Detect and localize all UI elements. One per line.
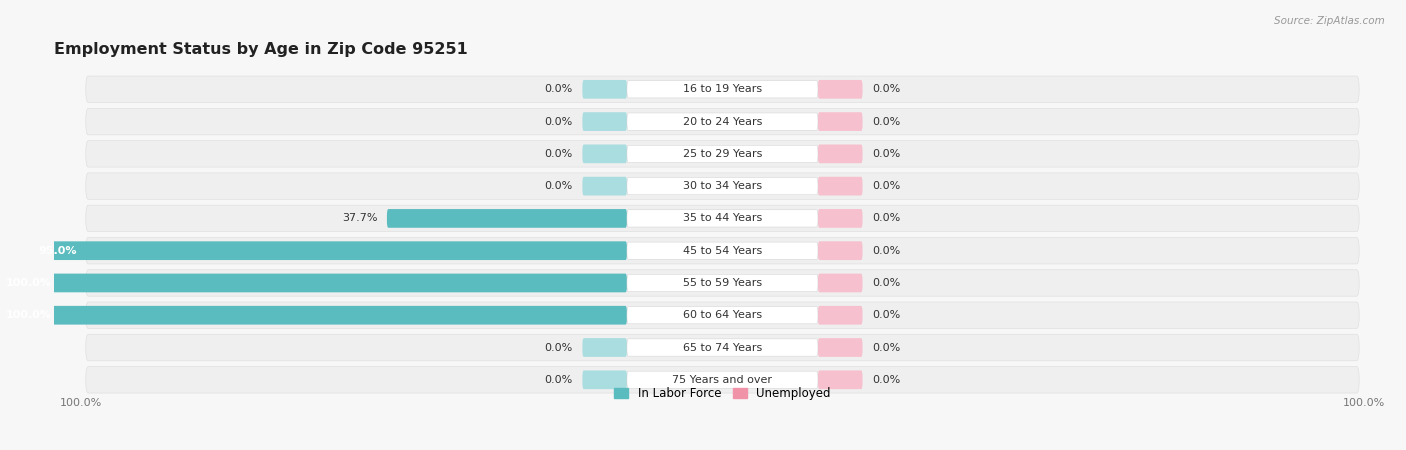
Text: Employment Status by Age in Zip Code 95251: Employment Status by Age in Zip Code 952…	[53, 42, 468, 57]
FancyBboxPatch shape	[86, 173, 1360, 199]
Text: Source: ZipAtlas.com: Source: ZipAtlas.com	[1274, 16, 1385, 26]
FancyBboxPatch shape	[818, 209, 862, 228]
FancyBboxPatch shape	[86, 238, 1360, 264]
Text: 0.0%: 0.0%	[872, 342, 900, 352]
Text: 35 to 44 Years: 35 to 44 Years	[683, 213, 762, 223]
FancyBboxPatch shape	[582, 112, 627, 131]
FancyBboxPatch shape	[818, 241, 862, 260]
FancyBboxPatch shape	[86, 141, 1360, 167]
FancyBboxPatch shape	[86, 205, 1360, 232]
FancyBboxPatch shape	[582, 177, 627, 195]
Text: 0.0%: 0.0%	[872, 310, 900, 320]
Text: 65 to 74 Years: 65 to 74 Years	[683, 342, 762, 352]
FancyBboxPatch shape	[818, 306, 862, 324]
FancyBboxPatch shape	[86, 270, 1360, 296]
FancyBboxPatch shape	[818, 370, 862, 389]
Text: 100.0%: 100.0%	[6, 310, 52, 320]
Text: 0.0%: 0.0%	[544, 181, 572, 191]
Text: 100.0%: 100.0%	[60, 398, 103, 408]
FancyBboxPatch shape	[0, 274, 627, 292]
FancyBboxPatch shape	[582, 144, 627, 163]
Text: 0.0%: 0.0%	[872, 181, 900, 191]
Text: 30 to 34 Years: 30 to 34 Years	[683, 181, 762, 191]
FancyBboxPatch shape	[582, 370, 627, 389]
Text: 0.0%: 0.0%	[872, 149, 900, 159]
Text: 55 to 59 Years: 55 to 59 Years	[683, 278, 762, 288]
Text: 0.0%: 0.0%	[872, 278, 900, 288]
Text: 0.0%: 0.0%	[872, 375, 900, 385]
Text: 100.0%: 100.0%	[1343, 398, 1385, 408]
FancyBboxPatch shape	[627, 306, 818, 324]
FancyBboxPatch shape	[387, 209, 627, 228]
Text: 0.0%: 0.0%	[544, 84, 572, 94]
FancyBboxPatch shape	[818, 80, 862, 99]
FancyBboxPatch shape	[627, 371, 818, 388]
FancyBboxPatch shape	[86, 76, 1360, 103]
Text: 25 to 29 Years: 25 to 29 Years	[683, 149, 762, 159]
FancyBboxPatch shape	[582, 80, 627, 99]
Text: 0.0%: 0.0%	[544, 149, 572, 159]
Text: 0.0%: 0.0%	[872, 246, 900, 256]
FancyBboxPatch shape	[86, 302, 1360, 328]
FancyBboxPatch shape	[818, 177, 862, 195]
FancyBboxPatch shape	[0, 306, 627, 324]
FancyBboxPatch shape	[818, 112, 862, 131]
FancyBboxPatch shape	[818, 338, 862, 357]
FancyBboxPatch shape	[627, 274, 818, 292]
Text: 37.7%: 37.7%	[342, 213, 377, 223]
FancyBboxPatch shape	[22, 241, 627, 260]
Text: 100.0%: 100.0%	[6, 278, 52, 288]
FancyBboxPatch shape	[818, 274, 862, 292]
Legend: In Labor Force, Unemployed: In Labor Force, Unemployed	[614, 387, 831, 400]
Text: 45 to 54 Years: 45 to 54 Years	[683, 246, 762, 256]
FancyBboxPatch shape	[582, 338, 627, 357]
Text: 60 to 64 Years: 60 to 64 Years	[683, 310, 762, 320]
FancyBboxPatch shape	[86, 108, 1360, 135]
FancyBboxPatch shape	[627, 339, 818, 356]
FancyBboxPatch shape	[627, 242, 818, 259]
Text: 95.0%: 95.0%	[38, 246, 76, 256]
FancyBboxPatch shape	[818, 144, 862, 163]
Text: 0.0%: 0.0%	[544, 117, 572, 126]
Text: 16 to 19 Years: 16 to 19 Years	[683, 84, 762, 94]
Text: 0.0%: 0.0%	[872, 84, 900, 94]
FancyBboxPatch shape	[86, 334, 1360, 361]
FancyBboxPatch shape	[627, 178, 818, 195]
Text: 0.0%: 0.0%	[544, 375, 572, 385]
Text: 0.0%: 0.0%	[544, 342, 572, 352]
FancyBboxPatch shape	[627, 210, 818, 227]
Text: 20 to 24 Years: 20 to 24 Years	[683, 117, 762, 126]
Text: 0.0%: 0.0%	[872, 117, 900, 126]
FancyBboxPatch shape	[627, 145, 818, 162]
FancyBboxPatch shape	[86, 367, 1360, 393]
FancyBboxPatch shape	[627, 81, 818, 98]
Text: 75 Years and over: 75 Years and over	[672, 375, 772, 385]
FancyBboxPatch shape	[627, 113, 818, 130]
Text: 0.0%: 0.0%	[872, 213, 900, 223]
